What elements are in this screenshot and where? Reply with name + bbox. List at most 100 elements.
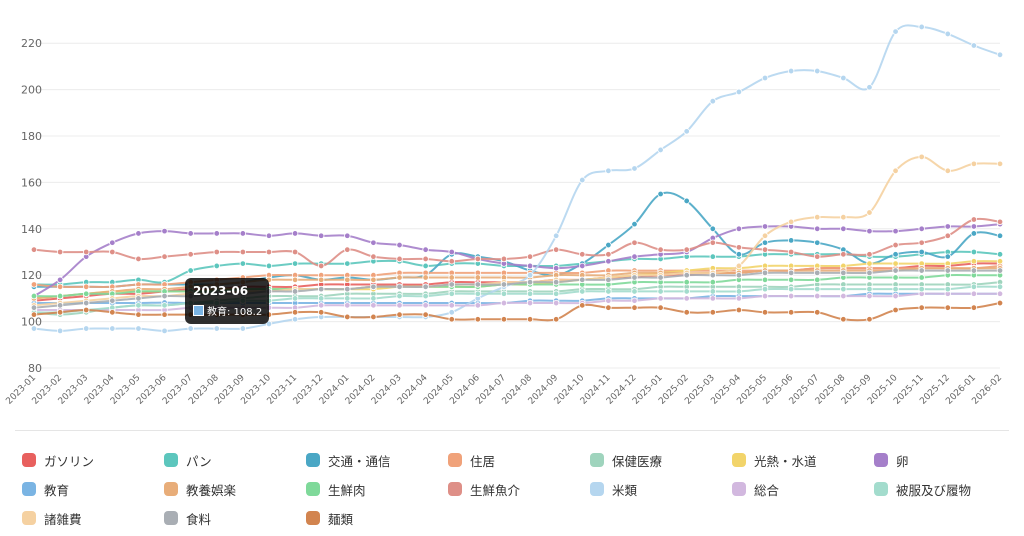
data-point[interactable] [422,262,429,270]
legend-item[interactable]: 住居 [448,448,495,472]
data-point[interactable] [840,316,847,323]
data-point[interactable] [866,269,873,277]
data-point[interactable] [683,288,690,295]
data-point[interactable] [683,246,690,253]
data-point[interactable] [422,302,429,309]
data-point[interactable] [291,295,299,302]
data-point[interactable] [56,292,64,300]
data-point[interactable] [944,267,951,274]
data-point[interactable] [709,278,717,286]
data-point[interactable] [866,285,873,293]
data-point[interactable] [970,267,978,274]
data-point[interactable] [892,274,899,281]
data-point[interactable] [56,302,64,309]
legend-item[interactable]: 被服及び履物 [874,477,971,501]
data-point[interactable] [709,288,717,295]
data-point[interactable] [866,260,873,267]
data-point[interactable] [291,276,299,284]
data-point[interactable] [944,304,951,311]
data-point[interactable] [892,227,899,235]
data-point[interactable] [840,213,847,221]
data-point[interactable] [605,288,612,295]
legend-item[interactable]: 諸雑費 [22,506,82,530]
data-point[interactable] [526,278,534,286]
data-point[interactable] [814,309,821,316]
data-point[interactable] [996,290,1004,297]
data-point[interactable] [422,255,429,263]
data-point[interactable] [187,325,194,332]
data-point[interactable] [448,316,455,323]
data-point[interactable] [500,255,508,263]
data-point[interactable] [30,292,38,300]
data-point[interactable] [735,295,743,302]
data-point[interactable] [761,239,769,246]
data-point[interactable] [787,276,795,284]
legend-item[interactable]: 麺類 [306,506,353,530]
data-point[interactable] [918,153,925,161]
data-point[interactable] [56,276,64,284]
data-point[interactable] [474,255,482,263]
data-point[interactable] [840,251,847,258]
data-point[interactable] [996,299,1004,307]
data-point[interactable] [526,290,534,297]
data-point[interactable] [735,244,743,251]
data-point[interactable] [56,309,64,316]
data-point[interactable] [631,304,638,311]
data-point[interactable] [265,320,273,328]
data-point[interactable] [892,251,899,258]
data-point[interactable] [605,297,612,304]
data-point[interactable] [787,309,795,316]
data-point[interactable] [892,285,899,293]
data-point[interactable] [761,246,769,253]
data-point[interactable] [970,283,978,290]
data-point[interactable] [866,292,873,300]
data-point[interactable] [918,23,925,31]
data-point[interactable] [161,227,168,235]
data-point[interactable] [970,248,978,256]
data-point[interactable] [291,260,299,267]
data-point[interactable] [709,309,717,316]
data-point[interactable] [918,239,925,246]
data-point[interactable] [787,237,795,244]
data-point[interactable] [370,283,377,290]
data-point[interactable] [657,146,664,154]
data-point[interactable] [317,262,325,270]
data-point[interactable] [552,265,560,272]
data-point[interactable] [239,230,247,237]
data-point[interactable] [657,246,664,253]
data-point[interactable] [30,281,38,288]
data-point[interactable] [840,74,847,82]
legend-item[interactable]: 総合 [732,477,779,501]
data-point[interactable] [552,290,560,297]
legend-item[interactable]: 生鮮肉 [306,477,366,501]
data-point[interactable] [187,230,194,237]
data-point[interactable] [631,239,638,246]
data-point[interactable] [344,285,351,293]
data-point[interactable] [996,51,1004,58]
data-point[interactable] [344,295,351,302]
data-point[interactable] [761,309,769,316]
data-point[interactable] [526,316,534,323]
data-point[interactable] [892,241,899,249]
data-point[interactable] [135,302,142,309]
data-point[interactable] [814,285,821,293]
data-point[interactable] [840,292,847,300]
data-point[interactable] [448,281,455,288]
data-point[interactable] [474,302,482,309]
legend-item[interactable]: 生鮮魚介 [448,477,520,501]
data-point[interactable] [265,262,273,270]
data-point[interactable] [500,299,508,307]
data-point[interactable] [918,274,925,281]
data-point[interactable] [970,304,978,311]
data-point[interactable] [709,272,717,279]
data-point[interactable] [370,295,377,302]
data-point[interactable] [683,197,690,205]
data-point[interactable] [109,248,116,256]
data-point[interactable] [683,309,690,316]
data-point[interactable] [657,295,664,302]
data-point[interactable] [892,167,899,174]
data-point[interactable] [735,225,743,232]
data-point[interactable] [344,232,351,239]
data-point[interactable] [605,241,612,249]
data-point[interactable] [30,246,38,253]
